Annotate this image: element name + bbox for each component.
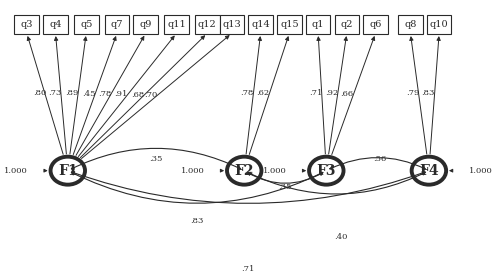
- Text: .73: .73: [48, 89, 62, 97]
- Text: .91: .91: [115, 90, 128, 98]
- Text: .78: .78: [98, 90, 111, 98]
- Text: .62: .62: [256, 90, 270, 98]
- Text: .40: .40: [334, 233, 347, 241]
- Text: .68: .68: [131, 91, 145, 99]
- Text: .70: .70: [145, 91, 158, 99]
- Text: 1.000: 1.000: [263, 167, 286, 175]
- Text: q5: q5: [80, 19, 92, 29]
- Text: .79: .79: [406, 89, 419, 97]
- FancyArrowPatch shape: [71, 148, 241, 169]
- FancyBboxPatch shape: [335, 14, 359, 34]
- Text: F1: F1: [58, 164, 78, 178]
- FancyBboxPatch shape: [427, 14, 452, 34]
- FancyBboxPatch shape: [43, 14, 68, 34]
- FancyArrowPatch shape: [330, 158, 425, 169]
- Text: .71: .71: [242, 265, 255, 273]
- Text: 1.000: 1.000: [4, 167, 28, 175]
- Text: .45: .45: [82, 90, 95, 98]
- FancyArrowPatch shape: [247, 173, 323, 183]
- Text: .92: .92: [325, 89, 338, 97]
- Text: q11: q11: [167, 19, 186, 29]
- FancyBboxPatch shape: [195, 14, 219, 34]
- FancyBboxPatch shape: [133, 14, 158, 34]
- Text: .71: .71: [309, 89, 322, 97]
- Text: .35: .35: [150, 155, 163, 163]
- Text: F4: F4: [419, 164, 439, 178]
- Text: .35: .35: [278, 183, 292, 191]
- FancyBboxPatch shape: [277, 14, 302, 34]
- Text: q6: q6: [369, 19, 382, 29]
- Text: q10: q10: [430, 19, 449, 29]
- Text: q3: q3: [21, 19, 33, 29]
- Text: q1: q1: [312, 19, 324, 29]
- Text: q12: q12: [198, 19, 216, 29]
- Text: q7: q7: [111, 19, 123, 29]
- Text: .56: .56: [373, 155, 386, 163]
- Text: q4: q4: [49, 19, 62, 29]
- Text: .89: .89: [65, 89, 78, 97]
- FancyBboxPatch shape: [248, 14, 273, 34]
- FancyBboxPatch shape: [363, 14, 388, 34]
- FancyArrowPatch shape: [248, 172, 425, 194]
- Text: .83: .83: [422, 89, 435, 97]
- Text: 1.000: 1.000: [181, 167, 205, 175]
- FancyBboxPatch shape: [398, 14, 423, 34]
- Text: F2: F2: [235, 164, 254, 178]
- Text: q2: q2: [340, 19, 353, 29]
- Text: F3: F3: [316, 164, 336, 178]
- FancyArrowPatch shape: [71, 172, 323, 203]
- Text: 1.000: 1.000: [469, 167, 492, 175]
- FancyArrowPatch shape: [71, 172, 425, 203]
- FancyBboxPatch shape: [105, 14, 129, 34]
- FancyBboxPatch shape: [306, 14, 331, 34]
- FancyBboxPatch shape: [14, 14, 39, 34]
- Text: .80: .80: [33, 90, 46, 97]
- Text: .83: .83: [190, 217, 204, 225]
- FancyBboxPatch shape: [219, 14, 244, 34]
- FancyBboxPatch shape: [74, 14, 98, 34]
- FancyBboxPatch shape: [164, 14, 189, 34]
- Text: q13: q13: [222, 19, 241, 29]
- Text: q9: q9: [140, 19, 152, 29]
- Text: q14: q14: [251, 19, 270, 29]
- Text: .66: .66: [340, 90, 354, 98]
- Text: .78: .78: [241, 89, 254, 97]
- Text: q8: q8: [404, 19, 417, 29]
- Text: q15: q15: [280, 19, 299, 29]
